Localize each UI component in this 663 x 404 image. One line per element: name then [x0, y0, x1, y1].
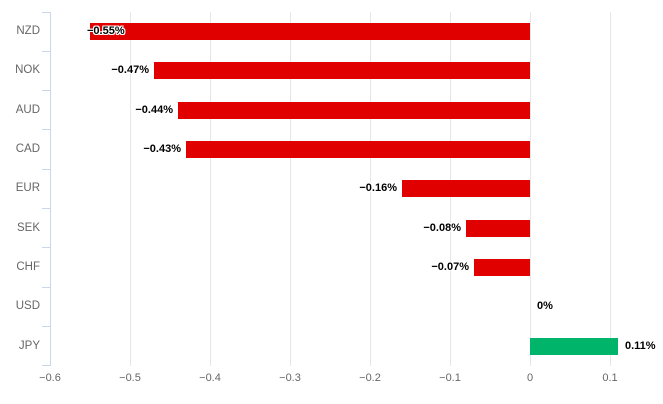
bar-cad[interactable] [186, 141, 530, 159]
category-label-nok: NOK [15, 64, 40, 77]
gridline [609, 12, 611, 366]
bar-aud[interactable] [178, 101, 530, 119]
gridline [129, 12, 131, 366]
bar-nzd[interactable] [90, 23, 530, 41]
value-label-cad: −0.43% [143, 143, 181, 156]
bar-jpy[interactable] [530, 337, 618, 355]
value-label-nok: −0.47% [111, 64, 149, 77]
value-label-usd: 0% [537, 300, 553, 313]
y-axis-tick [42, 247, 50, 249]
category-label-jpy: JPY [18, 339, 40, 352]
bar-eur[interactable] [402, 180, 530, 198]
y-axis-tick [42, 325, 50, 327]
x-axis-tick-label: −0.6 [39, 372, 61, 384]
y-axis-tick [42, 50, 50, 52]
value-label-sek: −0.08% [423, 221, 461, 234]
category-label-sek: SEK [16, 221, 40, 234]
category-label-nzd: NZD [16, 25, 40, 38]
y-axis-tick [42, 208, 50, 209]
value-label-chf: −0.07% [431, 260, 469, 273]
category-label-usd: USD [15, 300, 40, 313]
category-label-chf: CHF [16, 260, 40, 273]
gridline [209, 12, 211, 366]
category-label-eur: EUR [15, 182, 40, 195]
gridline [289, 12, 291, 366]
y-axis-tick [42, 90, 50, 92]
bar-nok[interactable] [154, 62, 530, 80]
value-label-jpy: 0.11% [625, 339, 656, 352]
bar-chf[interactable] [474, 258, 530, 276]
value-label-aud: −0.44% [135, 103, 173, 116]
x-axis-tick-label: 0.1 [602, 372, 618, 384]
x-axis-tick-label: −0.5 [119, 372, 141, 384]
x-axis-tick-label: 0 [526, 372, 534, 384]
x-axis-tick-label: −0.1 [439, 372, 461, 384]
y-axis-tick [42, 365, 50, 367]
y-axis-tick [42, 168, 50, 170]
y-axis-line [49, 12, 51, 366]
gridline [369, 12, 371, 366]
x-axis-tick-label: −0.2 [359, 372, 381, 384]
bar-sek[interactable] [466, 219, 530, 237]
category-label-cad: CAD [15, 143, 40, 156]
y-axis-tick [42, 286, 50, 288]
y-axis-tick [42, 11, 50, 13]
value-label-nzd: −0.55% [87, 25, 125, 38]
value-label-eur: −0.16% [359, 182, 397, 195]
gridline [529, 12, 531, 366]
category-label-aud: AUD [15, 103, 40, 116]
x-axis-tick-label: −0.4 [199, 372, 221, 384]
x-axis-tick-label: −0.3 [279, 372, 301, 384]
y-axis-tick [42, 129, 50, 131]
